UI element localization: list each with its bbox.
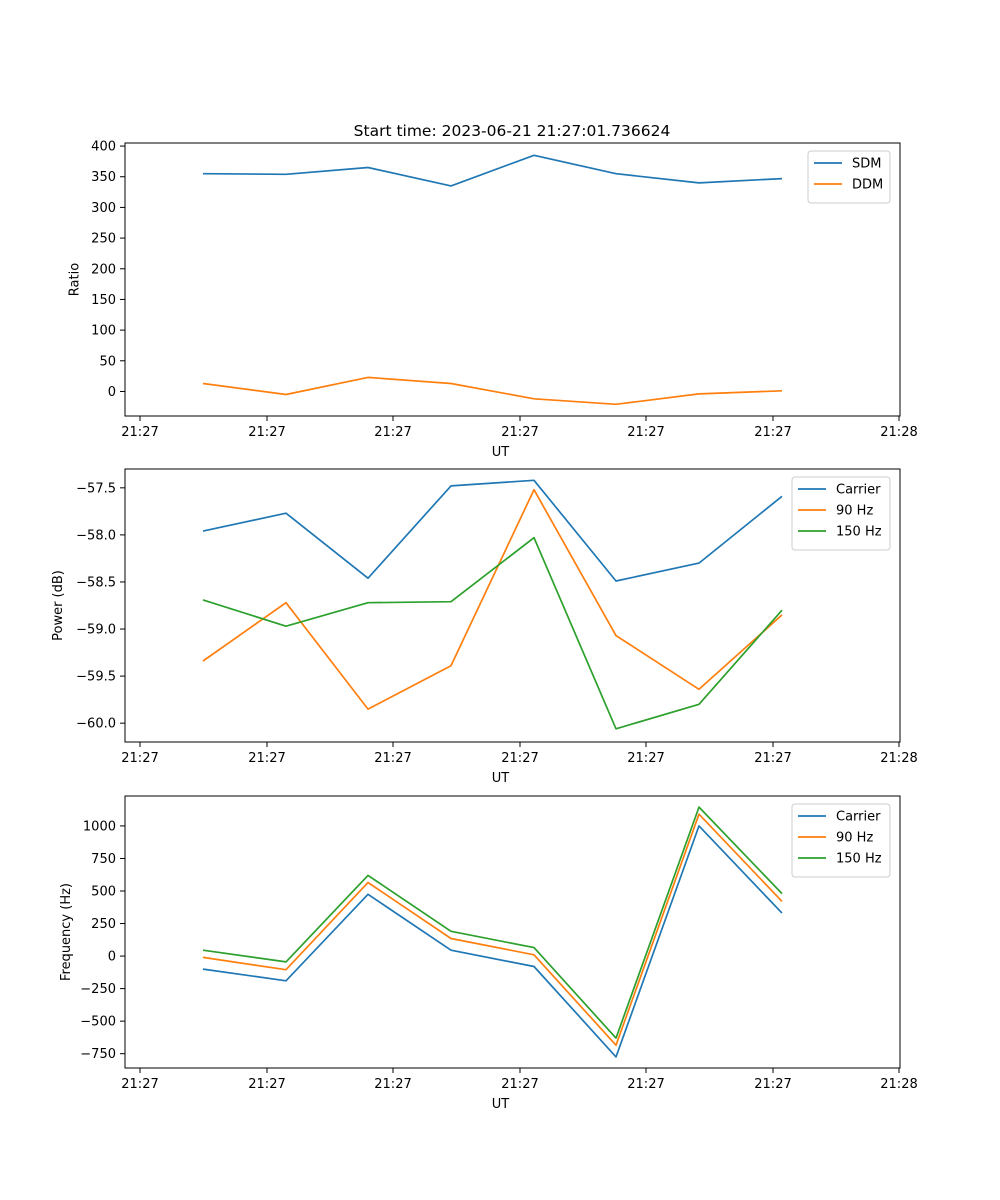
y-tick-label: −59.0	[76, 623, 116, 638]
y-tick-label: −58.0	[76, 528, 116, 543]
x-tick-label: 21:27	[121, 425, 158, 440]
chart-panel-1: 21:27 21:27 21:27 21:27 21:27 21:27 21:28 UT 0 50…	[67, 140, 917, 460]
legend-label: 150 Hz	[836, 525, 882, 540]
series-line-ddm	[202, 376, 783, 406]
x-tick-label: 21:27	[374, 751, 411, 766]
x-tick-label: 21:27	[374, 425, 411, 440]
legend: SDM DDM	[807, 150, 891, 204]
x-tick-label: 21:27	[121, 751, 158, 766]
y-tick-label: 250	[91, 232, 116, 247]
y-tick-label: 300	[91, 201, 116, 216]
legend-label: 90 Hz	[836, 831, 873, 846]
series-line-150-hz	[202, 536, 783, 730]
y-tick-label: 150	[91, 293, 116, 308]
legend-label: Carrier	[836, 810, 881, 825]
y-tick-label: −57.5	[76, 481, 116, 496]
x-tick-label: 21:27	[248, 751, 285, 766]
x-axis-ticks: 21:27 21:27 21:27 21:27 21:27 21:27 21:28	[121, 416, 918, 440]
y-tick-label: 0	[108, 950, 116, 965]
plot-frame	[124, 142, 901, 417]
y-tick-label: −500	[80, 1015, 116, 1030]
chart-panel-2: 21:27 21:27 21:27 21:27 21:27 21:27 21:28 UT −60…	[51, 468, 918, 786]
figure-title: Start time: 2023-06-21 21:27:01.736624	[354, 122, 671, 140]
legend-box	[807, 150, 891, 204]
x-tick-label: 21:27	[374, 1077, 411, 1092]
x-axis-label: UT	[492, 771, 510, 786]
y-tick-label: 200	[91, 262, 116, 277]
x-tick-label: 21:27	[501, 425, 538, 440]
legend-label: SDM	[852, 157, 881, 172]
plot-frame	[124, 468, 901, 743]
y-tick-label: 750	[91, 852, 116, 867]
plot-frame	[124, 795, 901, 1069]
y-tick-label: −58.5	[76, 575, 116, 590]
x-tick-label: 21:27	[627, 751, 664, 766]
x-tick-label: 21:27	[501, 1077, 538, 1092]
charts-container: 21:27 21:27 21:27 21:27 21:27 21:27 21:28 UT 0 50…	[51, 140, 918, 1112]
y-tick-label: 250	[91, 917, 116, 932]
y-axis-ticks: −60.0 −59.5 −59.0 −58.5 −58.0 −57.5	[76, 481, 125, 732]
legend-label: 90 Hz	[836, 504, 873, 519]
y-tick-label: −250	[80, 982, 116, 997]
y-tick-label: 100	[91, 324, 116, 339]
y-axis-ticks: −750 −500 −250 0 250 500 750 1000	[80, 819, 125, 1062]
y-tick-label: 350	[91, 170, 116, 185]
legend-label: Carrier	[836, 483, 881, 498]
x-axis-ticks: 21:27 21:27 21:27 21:27 21:27 21:27 21:28	[121, 742, 918, 766]
x-tick-label: 21:27	[627, 1077, 664, 1092]
x-tick-label: 21:27	[754, 425, 791, 440]
x-tick-label: 21:27	[627, 425, 664, 440]
x-tick-label: 21:27	[754, 1077, 791, 1092]
series-line-90-hz	[202, 813, 783, 1047]
x-tick-label: 21:28	[880, 1077, 917, 1092]
x-tick-label: 21:27	[248, 1077, 285, 1092]
y-axis-ticks: 0 50 100 150 200 250 300 350 400	[91, 140, 125, 400]
y-axis-label: Ratio	[67, 263, 82, 296]
legend: Carrier 90 Hz 150 Hz	[791, 476, 891, 551]
x-axis-label: UT	[492, 1097, 510, 1112]
x-tick-label: 21:27	[121, 1077, 158, 1092]
y-tick-label: −750	[80, 1047, 116, 1062]
legend-label: 150 Hz	[836, 852, 882, 867]
series-line-sdm	[202, 154, 783, 187]
x-tick-label: 21:27	[754, 751, 791, 766]
y-tick-label: 0	[108, 385, 116, 400]
x-tick-label: 21:28	[880, 751, 917, 766]
y-tick-label: 50	[99, 354, 116, 369]
series-line-90-hz	[202, 488, 783, 710]
series-line-carrier	[202, 479, 783, 582]
x-axis-label: UT	[492, 445, 510, 460]
x-tick-label: 21:28	[880, 425, 917, 440]
legend-label: DDM	[852, 178, 883, 193]
chart-panel-3: 21:27 21:27 21:27 21:27 21:27 21:27 21:28 UT −75…	[59, 795, 918, 1112]
y-axis-label: Power (dB)	[51, 570, 66, 641]
y-tick-label: 500	[91, 885, 116, 900]
y-tick-label: −59.5	[76, 670, 116, 685]
x-tick-label: 21:27	[501, 751, 538, 766]
y-tick-label: 1000	[83, 819, 116, 834]
x-tick-label: 21:27	[248, 425, 285, 440]
series-line-150-hz	[202, 806, 783, 1039]
x-axis-ticks: 21:27 21:27 21:27 21:27 21:27 21:27 21:28	[121, 1068, 918, 1092]
y-tick-label: −60.0	[76, 717, 116, 732]
y-tick-label: 400	[91, 140, 116, 155]
y-axis-label: Frequency (Hz)	[59, 883, 74, 981]
legend: Carrier 90 Hz 150 Hz	[791, 803, 891, 878]
series-line-carrier	[202, 825, 783, 1058]
